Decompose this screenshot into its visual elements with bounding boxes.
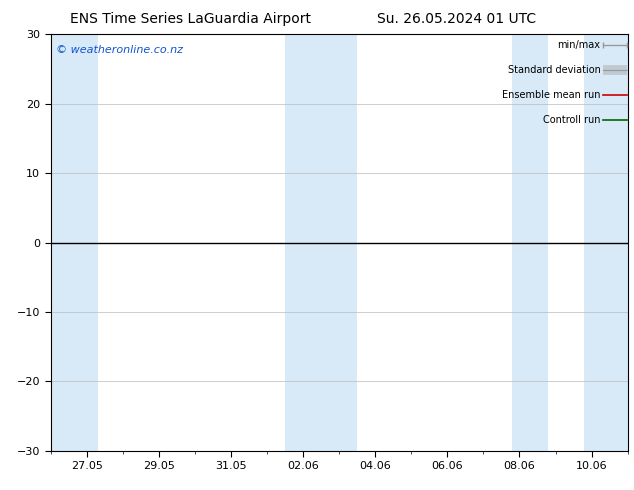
Text: Standard deviation: Standard deviation [508,65,600,74]
Text: Controll run: Controll run [543,115,600,124]
Text: © weatheronline.co.nz: © weatheronline.co.nz [56,45,183,55]
Text: min/max: min/max [557,40,600,49]
Bar [512,34,548,451]
Text: ENS Time Series LaGuardia Airport: ENS Time Series LaGuardia Airport [70,12,311,26]
Bar [321,34,357,451]
Text: Su. 26.05.2024 01 UTC: Su. 26.05.2024 01 UTC [377,12,536,26]
Bar [51,34,98,451]
Text: Ensemble mean run: Ensemble mean run [502,90,600,99]
Bar [285,34,321,451]
Bar [585,34,628,451]
